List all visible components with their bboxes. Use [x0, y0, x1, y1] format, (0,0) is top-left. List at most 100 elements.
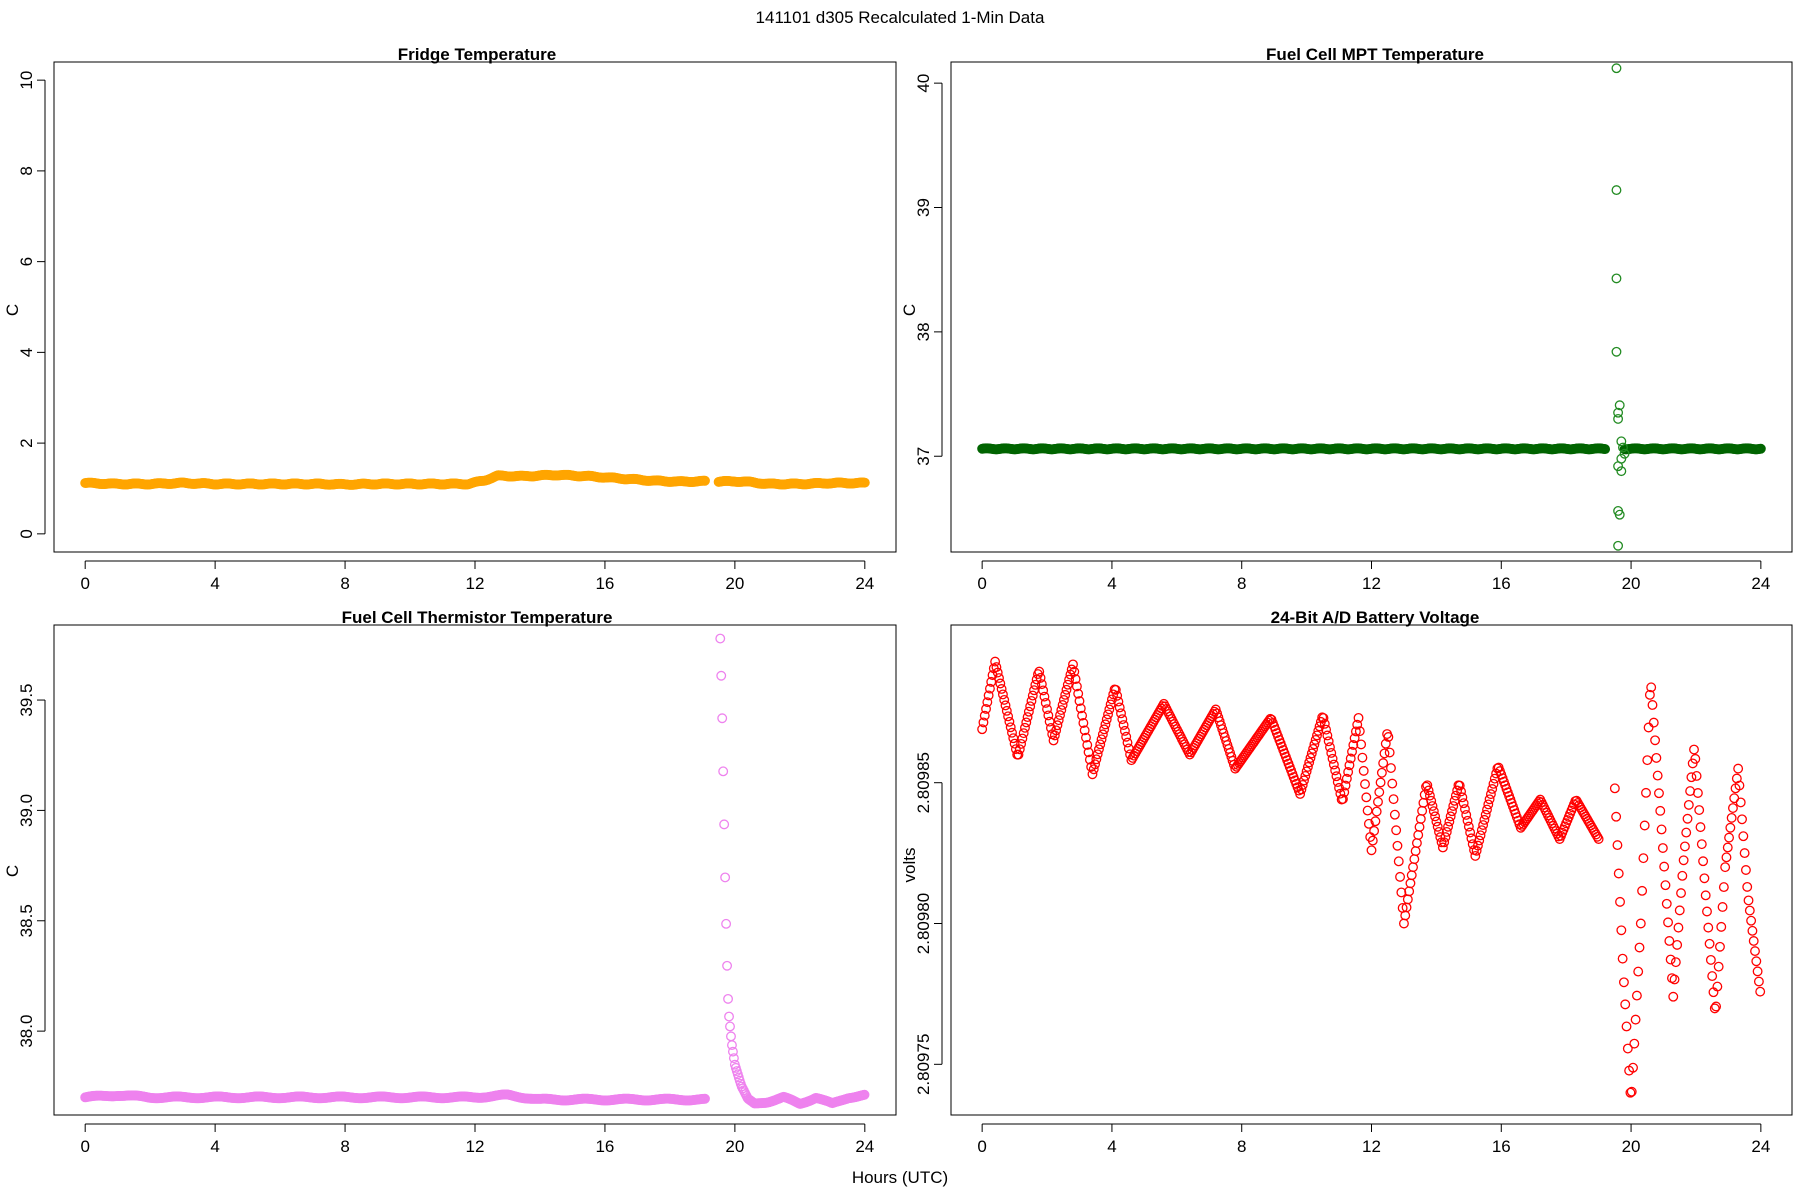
battery-data-point	[1095, 739, 1106, 750]
battery-data-point	[1392, 840, 1403, 851]
y-tick-label: 10	[17, 71, 36, 90]
thermistor-data-point	[718, 766, 729, 777]
battery-data-point	[1432, 821, 1443, 832]
battery-data-point	[1062, 679, 1073, 690]
battery-data-point	[1643, 722, 1654, 733]
battery-data-point	[1053, 715, 1064, 726]
battery-data-point	[1593, 834, 1604, 844]
battery-data-point	[1300, 770, 1311, 781]
battery-data-point	[1737, 814, 1747, 825]
battery-data-point	[1042, 704, 1052, 715]
battery-data-point	[1735, 797, 1746, 808]
battery-data-point	[1459, 804, 1470, 815]
battery-data-point	[1297, 780, 1308, 790]
battery-data-point	[977, 724, 988, 735]
battery-data-point	[1712, 981, 1723, 992]
battery-data-point	[1114, 702, 1125, 713]
battery-data-point	[1083, 747, 1094, 758]
battery-data-point	[1369, 825, 1380, 836]
battery-data-point	[996, 684, 1007, 694]
x-tick-label: 20	[1622, 574, 1641, 593]
battery-data-point	[1013, 749, 1024, 760]
battery-data-point	[1677, 870, 1688, 881]
battery-data-point	[1641, 787, 1651, 798]
battery-data-point	[1379, 748, 1390, 759]
battery-data-point	[1045, 722, 1056, 733]
battery-data-point	[1296, 784, 1307, 795]
battery-data-point	[1310, 734, 1321, 745]
battery-data-point	[1413, 830, 1424, 840]
battery-data-point	[1663, 917, 1674, 928]
x-tick-label: 12	[466, 574, 485, 593]
x-tick-label: 24	[855, 574, 874, 593]
fridge-data-point	[859, 477, 870, 488]
battery-data-point	[983, 690, 994, 701]
battery-data-point	[1661, 898, 1672, 909]
y-axis-label: C	[3, 304, 22, 316]
battery-data-point	[1476, 825, 1487, 836]
battery-data-point	[1672, 939, 1683, 950]
battery-data-point	[1014, 744, 1025, 755]
battery-data-point	[1676, 888, 1686, 899]
y-tick-label: 39	[914, 198, 933, 217]
x-tick-label: 0	[80, 574, 89, 593]
battery-data-point	[1454, 780, 1465, 791]
battery-data-point	[1362, 805, 1373, 816]
battery-data-point	[1751, 956, 1762, 967]
x-tick-label: 24	[1751, 1137, 1770, 1156]
battery-data-point	[1621, 1021, 1632, 1032]
battery-data-point	[1722, 842, 1733, 853]
battery-data-point	[1716, 921, 1727, 932]
battery-data-point	[1049, 730, 1060, 741]
battery-data-point	[1615, 896, 1625, 907]
battery-data-point	[1082, 740, 1093, 750]
mpt-outlier-point	[1613, 413, 1624, 424]
battery-data-point	[1635, 918, 1646, 929]
battery-data-point	[1301, 766, 1312, 777]
battery-data-point	[1344, 760, 1355, 771]
battery-data-point	[1001, 705, 1012, 716]
battery-data-point	[1112, 690, 1123, 701]
battery-data-point	[1363, 818, 1374, 829]
thermistor-data-point	[724, 1011, 734, 1022]
battery-data-point	[1702, 906, 1712, 917]
battery-data-point	[1668, 991, 1679, 1002]
x-tick-label: 16	[1492, 574, 1511, 593]
battery-data-point	[1361, 792, 1372, 803]
battery-data-point	[1592, 831, 1603, 842]
battery-data-point	[1665, 954, 1676, 965]
battery-data-point	[1670, 957, 1681, 968]
battery-data-point	[1622, 1043, 1633, 1054]
battery-data-point	[1715, 941, 1725, 952]
battery-data-point	[1713, 961, 1724, 972]
mpt-data-point	[1755, 443, 1766, 454]
battery-data-point	[1367, 835, 1378, 846]
battery-data-point	[1650, 735, 1661, 746]
battery-data-point	[1371, 806, 1382, 817]
y-tick-label: 0	[17, 529, 36, 538]
x-tick-label: 0	[80, 1137, 89, 1156]
x-tick-label: 8	[1237, 1137, 1246, 1156]
battery-data-point	[1393, 856, 1404, 867]
mpt-outlier-point	[1619, 448, 1630, 459]
battery-data-point	[1443, 821, 1454, 832]
battery-data-point	[1339, 787, 1350, 798]
battery-data-point	[1308, 743, 1319, 754]
battery-data-point	[1103, 709, 1113, 720]
battery-data-point	[1457, 792, 1468, 803]
battery-data-point	[1349, 733, 1360, 744]
fuel-cell-thermistor-temperature-panel: Fuel Cell Thermistor Temperature C 0 4 8 12…	[3, 608, 897, 1156]
battery-data-point	[1309, 739, 1320, 750]
y-tick-label: 6	[17, 257, 36, 266]
battery-data-point	[1358, 765, 1369, 776]
battery-data-point	[1319, 718, 1330, 729]
battery-data-point	[1683, 799, 1694, 810]
y-tick-label: 38.0	[17, 1015, 36, 1048]
battery-data-point	[1611, 811, 1622, 822]
battery-data-point	[1678, 855, 1689, 866]
battery-data-point	[1087, 769, 1098, 780]
mpt-outlier-point	[1616, 453, 1627, 464]
battery-data-point	[1119, 725, 1130, 736]
battery-data-point	[1743, 895, 1754, 906]
battery-data-point	[1016, 738, 1027, 749]
